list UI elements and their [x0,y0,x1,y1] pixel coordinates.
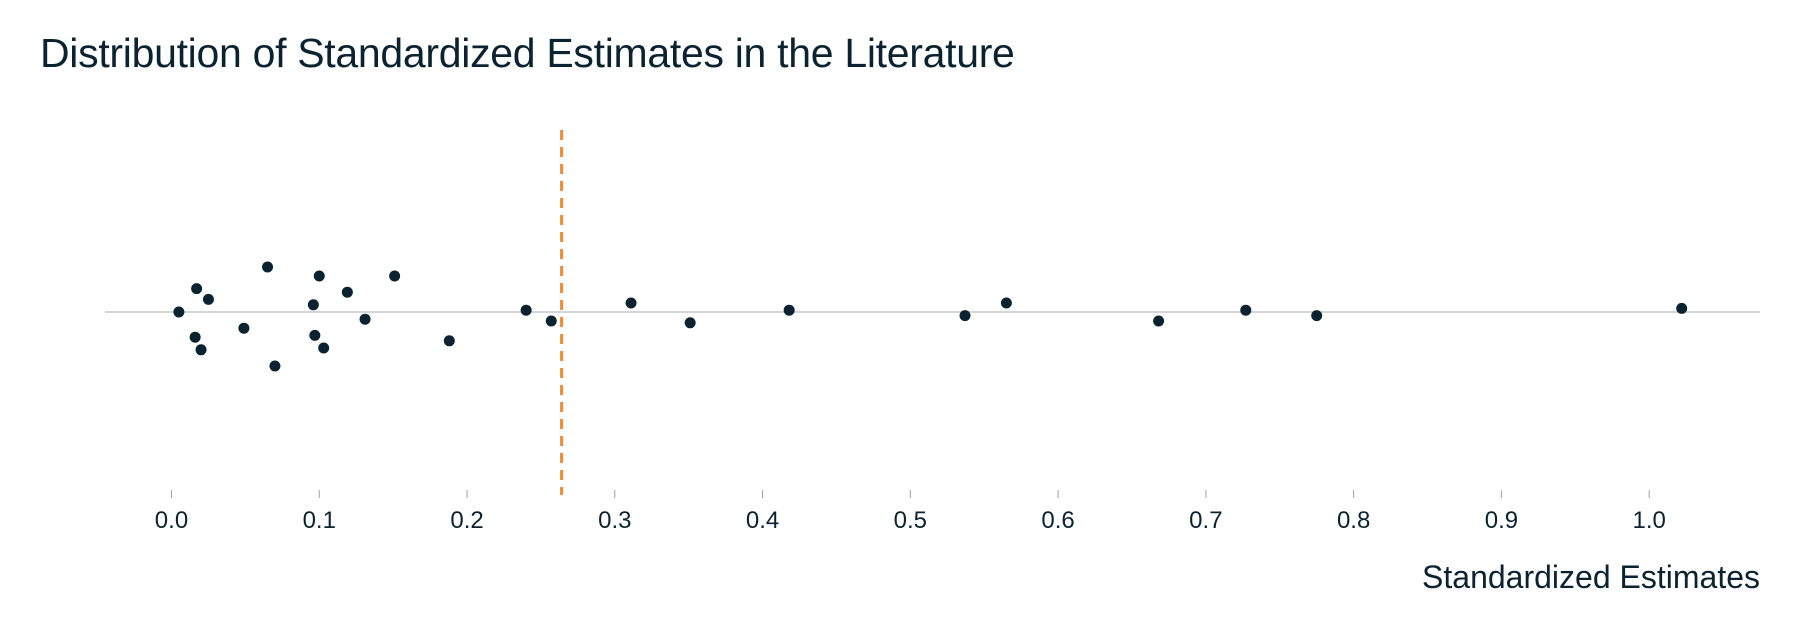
data-point [313,270,325,282]
data-point [191,283,203,295]
data-point [238,322,250,334]
data-point [269,360,281,372]
data-point [307,299,319,311]
data-point [359,313,371,325]
data-point [262,261,274,273]
data-point [545,315,557,327]
data-point [173,306,185,318]
data-point [1153,315,1165,327]
x-tick-label: 0.3 [598,507,631,534]
data-point [1000,297,1012,309]
x-tick-label: 0.5 [894,507,927,534]
data-point [309,329,321,341]
data-point [195,344,207,356]
data-point [1676,302,1688,314]
x-tick-label: 0.8 [1337,507,1370,534]
data-point [1240,304,1252,316]
data-point [318,342,330,354]
data-point [443,335,455,347]
x-tick-label: 0.9 [1485,507,1518,534]
x-tick-label: 0.6 [1041,507,1074,534]
x-axis-title: Standardized Estimates [1422,559,1760,595]
data-point [189,331,201,343]
data-point [959,310,971,322]
data-point [1311,310,1323,322]
x-tick-label: 0.1 [303,507,336,534]
data-point [341,286,353,298]
x-tick-label: 1.0 [1632,507,1665,534]
data-point [389,270,401,282]
data-point [625,297,637,309]
x-tick-label: 0.7 [1189,507,1222,534]
data-point [202,293,214,305]
x-tick-label: 0.2 [450,507,483,534]
data-point [520,304,532,316]
x-tick-label: 0.4 [746,507,779,534]
chart-title: Distribution of Standardized Estimates i… [40,30,1015,76]
data-point [684,317,696,329]
data-point [783,304,795,316]
x-tick-label: 0.0 [155,507,188,534]
